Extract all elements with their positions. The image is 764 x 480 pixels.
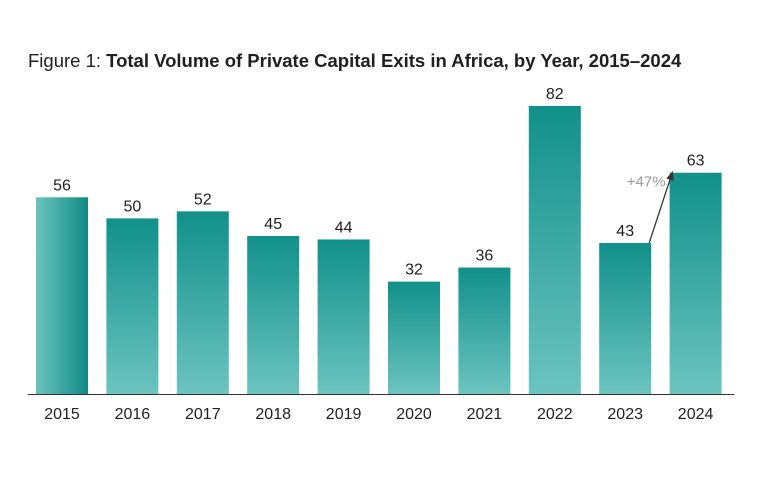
value-label-2023: 43 — [616, 223, 634, 240]
value-label-2015: 56 — [53, 177, 71, 194]
value-label-2018: 45 — [264, 216, 282, 233]
growth-annotation-label: +47% — [627, 174, 666, 191]
category-label-2016: 2016 — [115, 406, 151, 423]
category-label-2018: 2018 — [255, 406, 291, 423]
category-label-2015: 2015 — [44, 406, 80, 423]
bar-2020 — [388, 281, 440, 394]
value-labels-group: 56 50 52 45 44 32 36 82 43 63 — [53, 86, 704, 279]
bar-2022 — [528, 106, 581, 394]
value-label-2024: 63 — [687, 153, 705, 170]
value-label-2020: 32 — [405, 262, 423, 279]
bar-2021 — [458, 267, 511, 394]
category-label-2017: 2017 — [185, 406, 221, 423]
bar-2023 — [599, 242, 652, 394]
value-label-2019: 44 — [335, 219, 353, 236]
bar-2019 — [317, 239, 370, 394]
bar-2016 — [106, 218, 159, 394]
chart-title: Figure 1: Total Volume of Private Capita… — [28, 50, 681, 72]
category-label-2022: 2022 — [537, 406, 573, 423]
value-label-2022: 82 — [546, 86, 564, 103]
value-label-2021: 36 — [476, 248, 494, 265]
category-label-2021: 2021 — [467, 406, 503, 423]
category-label-2024: 2024 — [678, 406, 714, 423]
chart-title-prefix: Figure 1: — [28, 50, 107, 71]
bar-2017 — [176, 211, 229, 394]
category-label-2023: 2023 — [607, 406, 643, 423]
bar-2024 — [669, 172, 722, 394]
category-labels-group: 2015 2016 2017 2018 2019 2020 2021 2022 2023 2024 — [44, 406, 713, 423]
bar-2015 — [36, 197, 88, 394]
category-label-2019: 2019 — [326, 406, 362, 423]
growth-arrow — [648, 171, 674, 244]
value-label-2017: 52 — [194, 191, 212, 208]
category-label-2020: 2020 — [396, 406, 432, 423]
annotations-group: +47% — [627, 171, 674, 244]
chart-title-main: Total Volume of Private Capital Exits in… — [106, 50, 682, 71]
bar-2018 — [247, 235, 300, 394]
value-label-2016: 50 — [124, 198, 142, 215]
bars-group — [36, 106, 722, 394]
